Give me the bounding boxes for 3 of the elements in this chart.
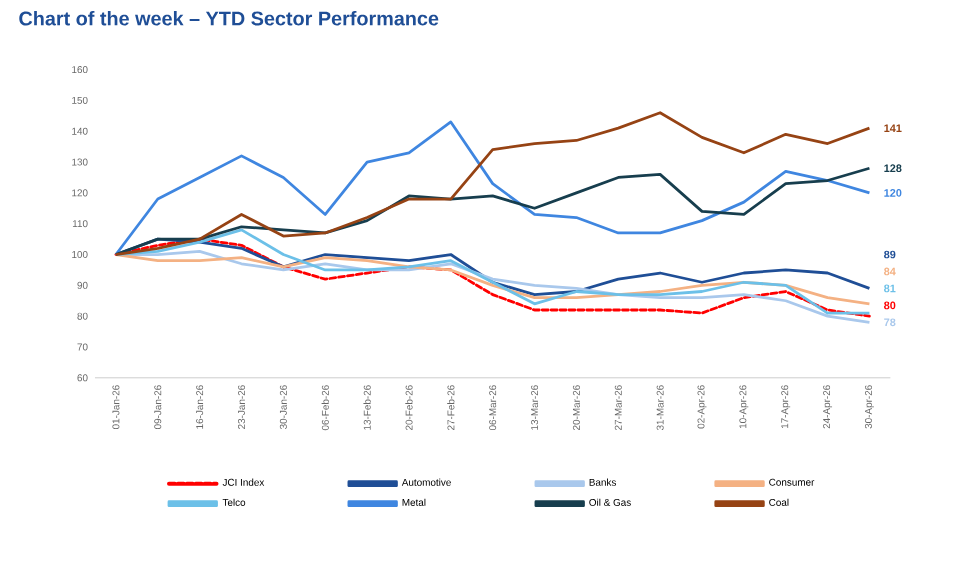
line-series bbox=[114, 166, 871, 256]
line-series bbox=[114, 252, 871, 305]
chart-title: Chart of the week – YTD Sector Performance bbox=[19, 10, 439, 26]
